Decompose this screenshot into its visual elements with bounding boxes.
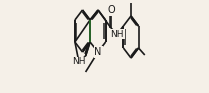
Text: O: O [107, 5, 115, 15]
Text: NH: NH [72, 57, 86, 66]
Text: NH: NH [110, 29, 124, 39]
Text: N: N [94, 47, 102, 57]
